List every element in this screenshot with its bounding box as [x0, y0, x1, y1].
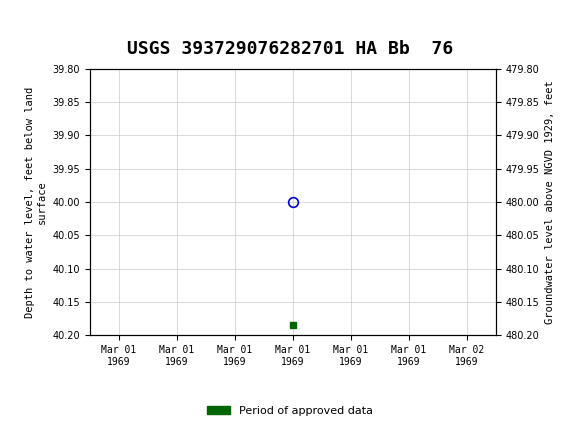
- Legend: Period of approved data: Period of approved data: [203, 401, 377, 420]
- Text: USGS: USGS: [75, 16, 122, 35]
- Text: USGS 393729076282701 HA Bb  76: USGS 393729076282701 HA Bb 76: [127, 40, 453, 58]
- Y-axis label: Depth to water level, feet below land
surface: Depth to water level, feet below land su…: [26, 86, 47, 318]
- Y-axis label: Groundwater level above NGVD 1929, feet: Groundwater level above NGVD 1929, feet: [545, 80, 555, 324]
